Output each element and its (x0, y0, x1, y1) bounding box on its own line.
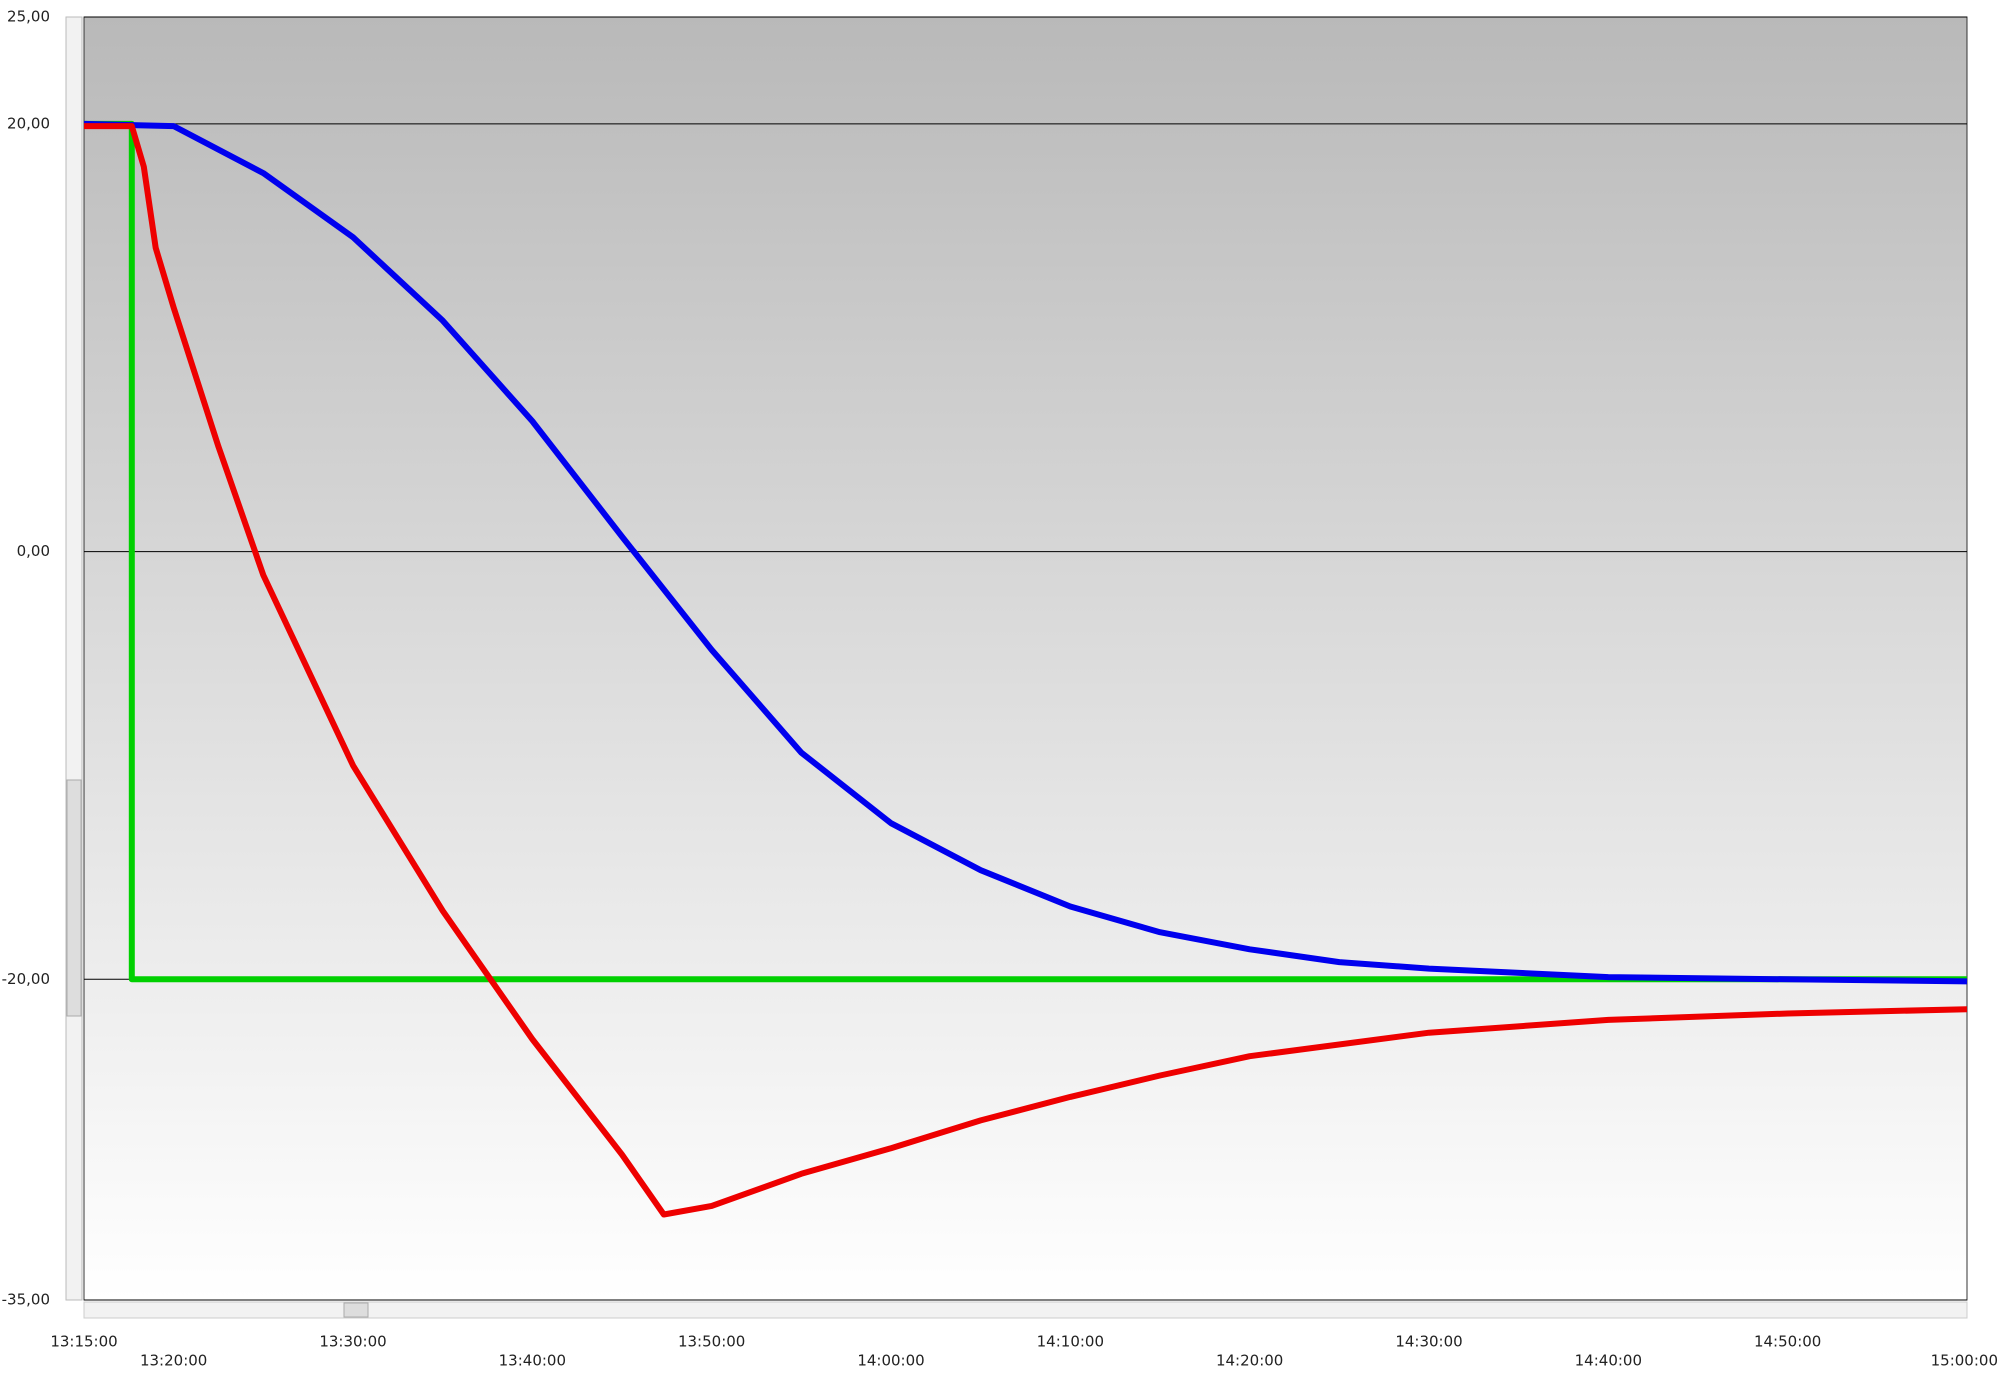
y-scroll-thumb[interactable] (66, 779, 82, 1017)
x-tick-label: 13:50:00 (678, 1333, 745, 1351)
x-tick-label: 14:30:00 (1395, 1333, 1462, 1351)
series-lines (83, 120, 1968, 1218)
tick-labels: 25,00 20,00 0,00 -20,00 -35,00 13:15:00 13:20:… (2, 8, 1998, 1370)
x-tick-label: 15:00:00 (1931, 1352, 1998, 1370)
plot-area (83, 16, 1968, 1301)
y-tick-label: 0,00 (17, 542, 50, 560)
x-tick-label: 14:40:00 (1575, 1352, 1642, 1370)
x-tick-label: 14:10:00 (1037, 1333, 1104, 1351)
y-tick-label: -35,00 (2, 1291, 50, 1309)
x-tick-label: 13:30:00 (319, 1333, 386, 1351)
x-tick-label: 13:40:00 (499, 1352, 566, 1370)
x-tick-label: 13:20:00 (140, 1352, 207, 1370)
series-line (84, 123, 1968, 1218)
x-tick-label: 14:00:00 (857, 1352, 924, 1370)
y-scrollbar[interactable] (65, 16, 83, 1301)
x-scroll-thumb[interactable] (343, 1302, 369, 1318)
x-tick-label: 13:15:00 (50, 1333, 117, 1351)
series-line (83, 120, 1968, 985)
y-tick-label: -20,00 (2, 970, 50, 988)
y-tick-label: 20,00 (7, 114, 50, 132)
x-tick-label: 14:50:00 (1754, 1333, 1821, 1351)
x-scrollbar[interactable] (83, 1301, 1968, 1319)
x-tick-label: 14:20:00 (1216, 1352, 1283, 1370)
y-tick-label: 25,00 (7, 8, 50, 26)
